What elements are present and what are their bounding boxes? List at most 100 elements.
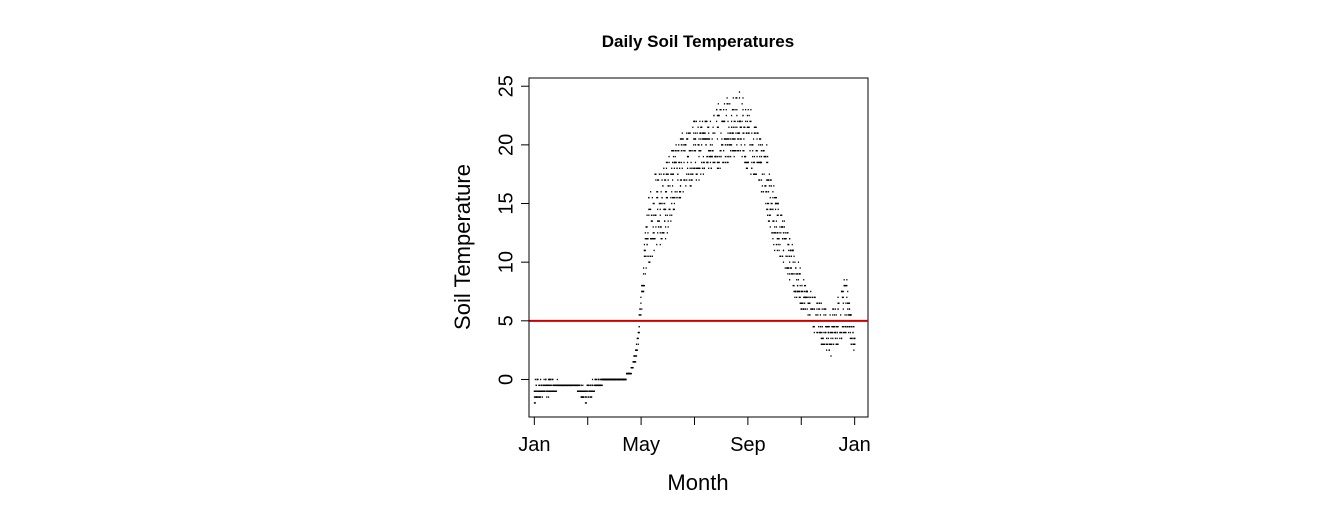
data-point <box>761 185 763 187</box>
data-point <box>648 214 650 216</box>
data-point <box>662 232 664 234</box>
data-point <box>738 91 741 93</box>
data-point <box>850 337 852 340</box>
data-point <box>806 296 808 299</box>
data-point <box>689 150 691 152</box>
data-point <box>842 331 844 334</box>
data-point <box>756 161 758 164</box>
data-point <box>803 308 805 310</box>
data-point <box>652 226 654 228</box>
data-point <box>692 173 694 175</box>
data-point <box>610 378 612 381</box>
data-point <box>657 179 660 181</box>
data-point <box>600 384 602 387</box>
data-point <box>548 378 550 381</box>
data-point <box>606 378 609 381</box>
data-point <box>664 179 667 181</box>
data-point <box>648 255 650 257</box>
data-point <box>543 390 545 392</box>
data-point <box>700 138 702 140</box>
data-point <box>630 367 632 369</box>
data-point <box>674 155 676 158</box>
data-point <box>708 155 711 158</box>
data-point <box>694 161 697 164</box>
data-point <box>752 138 755 140</box>
data-point <box>569 384 571 387</box>
data-point <box>596 378 598 381</box>
data-point <box>774 208 777 211</box>
data-point <box>693 167 695 170</box>
data-point <box>781 220 784 222</box>
data-point <box>686 155 689 158</box>
data-point <box>648 208 650 211</box>
data-point <box>670 196 672 199</box>
data-point <box>798 273 800 275</box>
data-point <box>821 343 823 345</box>
data-point <box>643 249 646 252</box>
data-point <box>816 302 818 304</box>
data-point <box>851 337 853 340</box>
data-point <box>760 179 763 181</box>
data-point <box>767 191 770 193</box>
data-point <box>696 167 698 170</box>
data-point <box>832 308 834 310</box>
data-point <box>679 185 682 187</box>
data-point <box>634 355 636 357</box>
data-point <box>686 161 689 164</box>
data-point <box>570 384 572 387</box>
data-point <box>694 138 697 140</box>
data-point <box>825 331 827 334</box>
data-point <box>746 114 748 117</box>
data-point <box>750 173 752 175</box>
data-point <box>759 161 762 164</box>
data-point <box>769 179 771 181</box>
data-point <box>560 384 562 387</box>
data-point <box>596 384 598 387</box>
data-point <box>655 226 657 228</box>
data-point <box>792 273 794 275</box>
data-point <box>755 150 757 152</box>
data-point <box>693 120 695 123</box>
data-point <box>671 150 673 152</box>
data-point <box>621 378 624 381</box>
data-point <box>784 267 786 269</box>
data-point <box>728 155 730 158</box>
y-axis: 0 5 10 15 20 25 <box>495 75 530 385</box>
data-point <box>767 220 770 222</box>
data-point <box>747 132 749 134</box>
data-point <box>683 161 685 164</box>
data-point <box>794 296 796 299</box>
data-point <box>615 378 617 381</box>
data-point <box>663 167 665 170</box>
data-point <box>810 290 812 293</box>
data-point <box>721 120 723 123</box>
data-point <box>842 302 844 304</box>
data-point <box>707 155 709 158</box>
data-point <box>730 144 732 146</box>
data-point <box>741 120 743 123</box>
data-point <box>836 331 838 334</box>
data-point <box>816 308 818 310</box>
data-point <box>657 220 659 222</box>
data-point <box>837 302 839 304</box>
data-point <box>653 232 655 234</box>
data-point <box>835 314 837 316</box>
data-point <box>643 284 646 287</box>
data-point <box>776 202 778 205</box>
data-point <box>704 138 706 140</box>
data-point <box>533 396 536 398</box>
data-point <box>639 314 641 316</box>
data-point <box>650 238 653 240</box>
data-point <box>801 284 803 287</box>
data-point <box>842 290 844 293</box>
data-point <box>759 138 761 140</box>
data-point <box>625 378 627 381</box>
data-point <box>603 378 605 381</box>
data-point <box>774 232 777 234</box>
data-point <box>718 155 720 158</box>
data-point <box>587 384 589 387</box>
data-point <box>661 232 663 234</box>
data-point <box>706 155 708 158</box>
data-point <box>732 138 734 140</box>
data-point <box>682 191 684 193</box>
